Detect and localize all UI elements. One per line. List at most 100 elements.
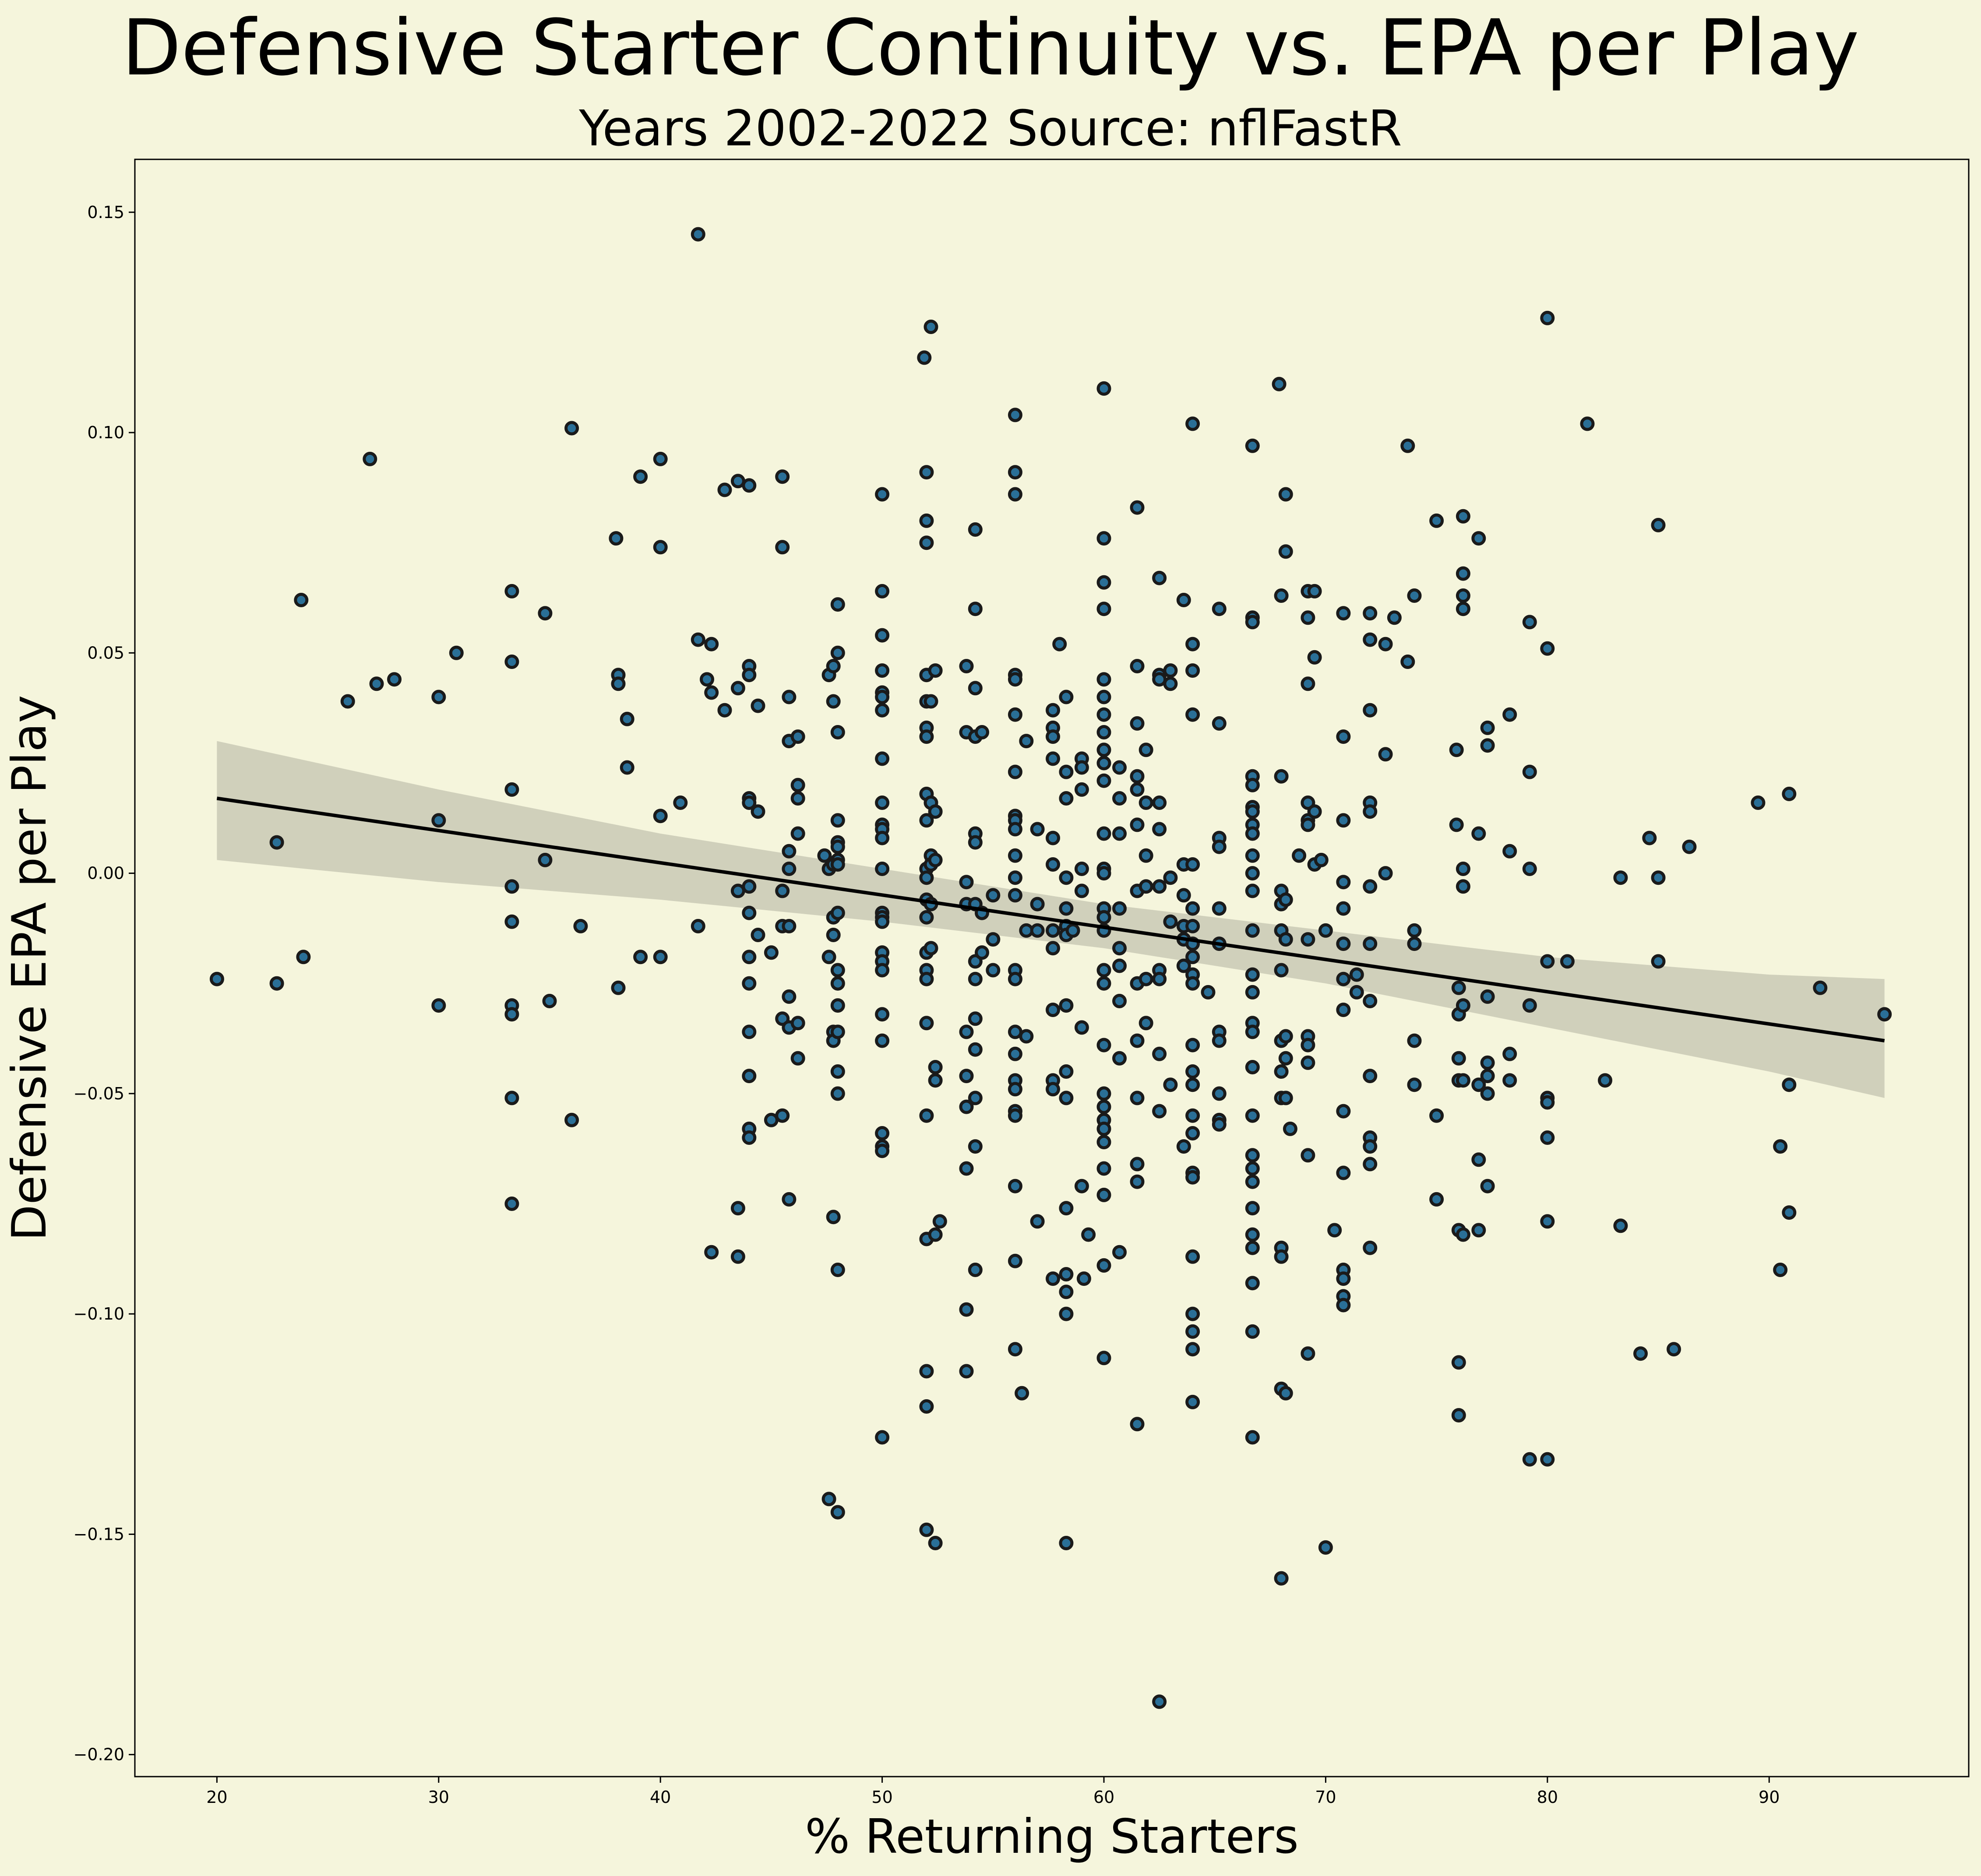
scatter-point bbox=[1522, 615, 1537, 630]
scatter-point bbox=[1059, 901, 1074, 916]
scatter-point bbox=[504, 1197, 519, 1211]
scatter-point bbox=[1008, 1342, 1022, 1357]
x-tick-label: 60 bbox=[1093, 1788, 1114, 1807]
scatter-point bbox=[564, 1112, 579, 1127]
scatter-point bbox=[928, 1073, 943, 1088]
scatter-point bbox=[928, 1060, 943, 1074]
scatter-point bbox=[782, 989, 797, 1004]
scatter-point bbox=[1245, 967, 1260, 982]
scatter-point bbox=[1363, 606, 1378, 621]
scatter-point bbox=[1176, 888, 1191, 903]
scatter-point bbox=[1096, 756, 1111, 771]
scatter-point bbox=[1407, 923, 1422, 938]
scatter-point bbox=[830, 1024, 845, 1039]
scatter-point bbox=[1076, 1271, 1091, 1286]
scatter-point bbox=[1152, 570, 1167, 585]
scatter-point bbox=[1030, 923, 1045, 938]
scatter-point bbox=[919, 535, 934, 550]
scatter-point bbox=[968, 1139, 983, 1154]
scatter-point bbox=[1112, 1051, 1127, 1066]
scatter-point bbox=[821, 950, 836, 964]
scatter-point bbox=[1307, 650, 1322, 665]
scatter-point bbox=[1185, 1324, 1200, 1339]
scatter-point bbox=[826, 928, 841, 942]
scatter-point bbox=[1274, 769, 1289, 784]
scatter-point bbox=[1130, 782, 1145, 797]
x-axis-ticks: 20 30 40 50 60 70 80 90 bbox=[206, 1777, 1780, 1807]
scatter-point bbox=[875, 1144, 890, 1158]
scatter-point bbox=[826, 659, 841, 673]
scatter-point bbox=[1212, 839, 1227, 854]
scatter-point bbox=[1782, 1205, 1797, 1220]
scatter-point bbox=[209, 971, 224, 986]
scatter-point bbox=[1400, 655, 1415, 669]
scatter-point bbox=[1407, 588, 1422, 603]
scatter-point bbox=[1522, 764, 1537, 779]
scatter-point bbox=[1074, 883, 1089, 898]
scatter-point bbox=[790, 826, 805, 841]
scatter-point bbox=[1245, 1227, 1260, 1242]
scatter-point bbox=[1046, 857, 1060, 872]
scatter-point bbox=[504, 655, 519, 669]
scatter-point bbox=[620, 711, 634, 726]
scatter-point bbox=[1074, 862, 1089, 876]
scatter-point bbox=[1163, 914, 1178, 929]
scatter-point bbox=[1336, 936, 1351, 951]
scatter-point bbox=[1877, 1007, 1892, 1022]
scatter-point bbox=[875, 914, 890, 929]
scatter-point bbox=[1456, 602, 1470, 616]
scatter-point bbox=[363, 451, 377, 466]
scatter-point bbox=[1451, 980, 1466, 995]
scatter-point bbox=[826, 1210, 841, 1225]
scatter-point bbox=[919, 465, 934, 480]
scatter-point bbox=[1030, 1214, 1045, 1229]
scatter-point bbox=[1336, 875, 1351, 890]
scatter-point bbox=[504, 914, 519, 929]
scatter-point bbox=[1471, 1077, 1486, 1092]
scatter-point bbox=[751, 804, 765, 819]
scatter-point bbox=[1245, 1148, 1260, 1163]
scatter-point bbox=[775, 1108, 790, 1123]
scatter-point bbox=[782, 844, 797, 859]
scatter-point bbox=[919, 971, 934, 986]
scatter-point bbox=[1400, 438, 1415, 453]
scatter-point bbox=[959, 1099, 974, 1114]
scatter-point bbox=[1363, 1139, 1378, 1154]
scatter-point bbox=[1096, 602, 1111, 616]
scatter-point bbox=[504, 584, 519, 598]
scatter-point bbox=[1059, 1536, 1074, 1550]
scatter-point bbox=[1059, 1201, 1074, 1216]
scatter-point bbox=[959, 1302, 974, 1317]
scatter-point bbox=[986, 963, 1001, 978]
scatter-point bbox=[1502, 844, 1517, 859]
scatter-point bbox=[653, 809, 668, 824]
scatter-point bbox=[1363, 1240, 1378, 1255]
y-tick-label: 0.10 bbox=[87, 423, 124, 442]
scatter-point bbox=[919, 1108, 934, 1123]
scatter-point bbox=[1480, 720, 1495, 735]
scatter-point bbox=[1185, 857, 1200, 872]
scatter-point bbox=[875, 795, 890, 810]
scatter-point bbox=[968, 1091, 983, 1105]
scatter-point bbox=[1212, 1117, 1227, 1132]
scatter-point bbox=[1130, 659, 1145, 673]
scatter-point bbox=[1407, 1077, 1422, 1092]
scatter-point bbox=[1502, 707, 1517, 722]
scatter-point bbox=[1301, 1346, 1315, 1361]
scatter-point bbox=[1301, 932, 1315, 947]
scatter-point bbox=[1130, 1033, 1145, 1048]
scatter-point bbox=[1318, 923, 1333, 938]
scatter-point bbox=[986, 888, 1001, 903]
scatter-point bbox=[1130, 1157, 1145, 1172]
scatter-point bbox=[1278, 1029, 1293, 1044]
scatter-point bbox=[1176, 958, 1191, 973]
scatter-point bbox=[1130, 1174, 1145, 1189]
scatter-point bbox=[1245, 778, 1260, 792]
scatter-point bbox=[1096, 381, 1111, 396]
scatter-point bbox=[431, 813, 446, 828]
scatter-point bbox=[1456, 862, 1470, 876]
scatter-point bbox=[968, 681, 983, 696]
scatter-point bbox=[1301, 817, 1315, 832]
scatter-point bbox=[1185, 1342, 1200, 1357]
scatter-point bbox=[932, 1214, 947, 1229]
